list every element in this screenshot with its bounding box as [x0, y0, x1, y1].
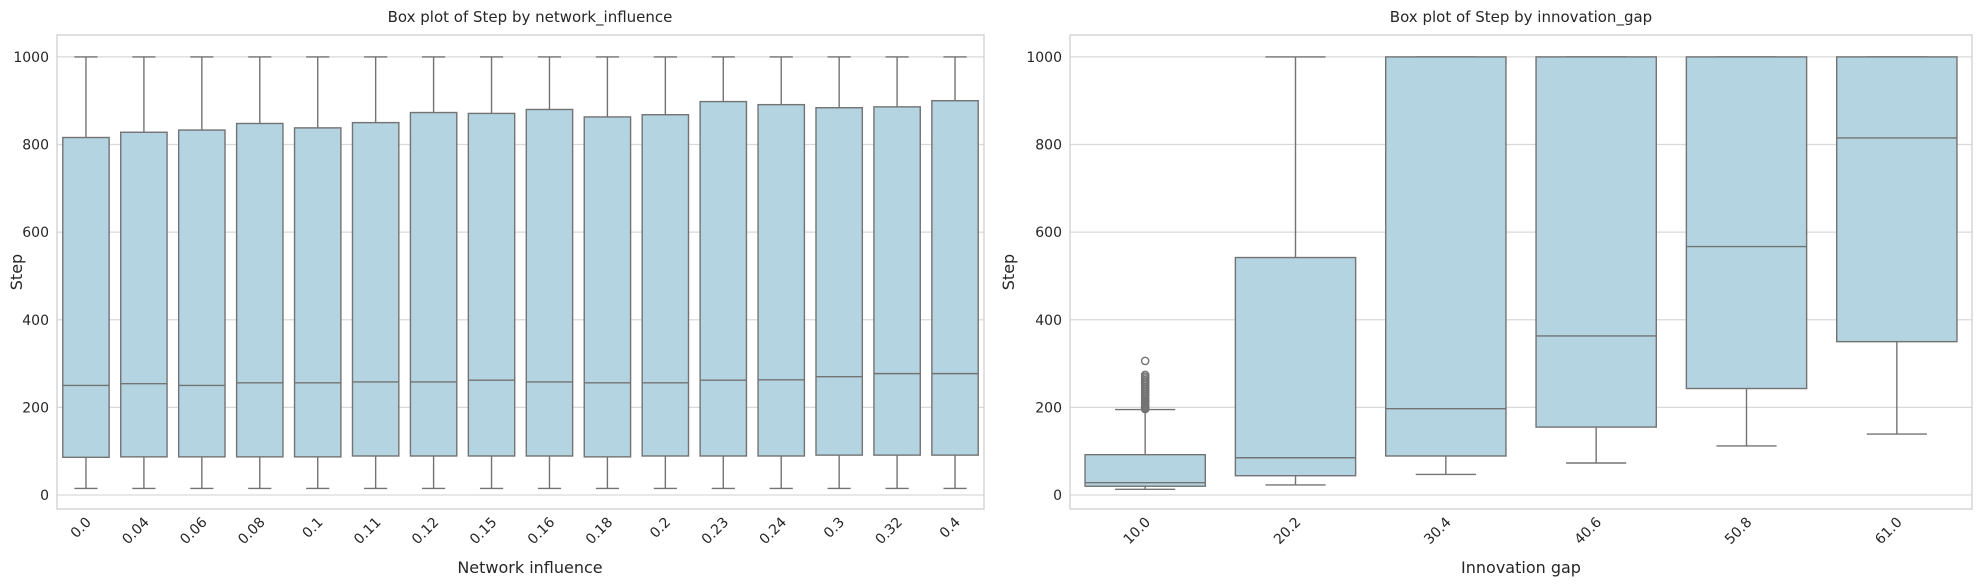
x-tick-label: 50.8: [1722, 515, 1755, 548]
x-tick-label: 0.1: [299, 515, 326, 542]
y-tick-label: 400: [22, 313, 49, 329]
boxes: [1084, 56, 1958, 490]
box-50.8: [1685, 56, 1808, 447]
box-iqr: [293, 127, 342, 458]
box-iqr: [525, 108, 574, 457]
x-tick-label: 0.15: [467, 515, 500, 548]
box-iqr: [1234, 256, 1357, 477]
box-iqr: [873, 106, 921, 456]
y-axis-label: Step: [7, 254, 26, 290]
box-iqr: [583, 116, 632, 458]
subplot-network-influence: Box plot of Step by network_influence 0 2…: [7, 8, 985, 577]
x-tick-label: 0.18: [583, 515, 616, 548]
x-tick-label: 0.3: [821, 515, 848, 542]
x-tick-label: 20.2: [1271, 515, 1304, 548]
box-30.4: [1384, 56, 1507, 476]
y-tick-label: 400: [1035, 313, 1062, 329]
x-tick-label: 0.16: [525, 514, 558, 547]
x-tick-label: 0.12: [409, 515, 442, 548]
y-tick-labels: 0 200 400 600 800 1000: [13, 50, 49, 504]
box-iqr: [1535, 56, 1657, 428]
y-tick-label: 800: [22, 138, 49, 154]
axes-frame: [1069, 34, 1973, 510]
gridlines: [1070, 56, 1972, 496]
box-iqr: [757, 103, 806, 457]
box-iqr: [409, 111, 458, 457]
y-tick-label: 600: [1035, 225, 1062, 241]
x-tick-label: 0.32: [873, 515, 906, 548]
y-tick-label: 200: [1035, 400, 1062, 416]
box-0.2: [641, 56, 690, 490]
box-iqr: [931, 100, 979, 456]
y-tick-label: 200: [22, 400, 49, 416]
box-0.15: [467, 56, 516, 490]
x-axis-label: Innovation gap: [1461, 558, 1581, 577]
box-iqr: [1084, 453, 1206, 487]
box-iqr: [1384, 56, 1507, 457]
subplot-innovation-gap: Box plot of Step by innovation_gap 0 200 4…: [999, 8, 1973, 577]
box-iqr: [120, 131, 168, 458]
x-tick-label: 61.0: [1872, 515, 1905, 548]
box-0.12: [409, 56, 458, 490]
box-0.16: [525, 56, 574, 490]
box-iqr: [641, 114, 690, 457]
box-iqr: [235, 122, 284, 458]
chart-title: Box plot of Step by network_influence: [388, 8, 673, 27]
box-0.3: [815, 56, 864, 490]
x-tick-label: 40.6: [1572, 514, 1605, 547]
y-tick-label: 0: [40, 488, 49, 504]
box-0.06: [177, 56, 226, 490]
x-tick-label: 0.2: [647, 515, 674, 542]
box-40.6: [1535, 56, 1657, 464]
x-axis-label: Network influence: [457, 558, 602, 577]
outlier-point: [1140, 356, 1150, 366]
x-tick-labels: 0.0 0.04 0.06 0.08 0.1 0.11 0.12 0.15 0.16 0.18 0.…: [68, 514, 964, 547]
x-tick-label: 0.4: [937, 514, 964, 541]
box-iqr: [62, 136, 110, 459]
box-0.4: [931, 56, 979, 490]
box-iqr: [699, 100, 748, 457]
box-iqr: [177, 129, 226, 458]
x-tick-label: 0.08: [235, 515, 268, 548]
box-20.2: [1234, 56, 1357, 486]
y-tick-label: 800: [1035, 138, 1062, 154]
box-61.0: [1835, 56, 1958, 435]
x-tick-label: 0.04: [119, 514, 152, 547]
x-tick-label: 0.23: [699, 515, 732, 548]
box-0.23: [699, 56, 748, 490]
box-10.0: [1084, 356, 1206, 490]
box-0.04: [120, 56, 168, 490]
y-axis-label: Step: [999, 254, 1018, 290]
x-tick-label: 0.0: [68, 515, 95, 542]
x-tick-label: 0.06: [177, 514, 210, 547]
chart-title: Box plot of Step by innovation_gap: [1390, 8, 1652, 27]
x-tick-label: 30.4: [1421, 514, 1454, 547]
box-iqr: [815, 107, 864, 456]
y-tick-label: 1000: [1026, 50, 1062, 66]
x-tick-label: 0.24: [757, 514, 790, 547]
box-0.11: [351, 56, 400, 490]
y-tick-labels: 0 200 400 600 800 1000: [1026, 50, 1062, 504]
box-iqr: [1835, 56, 1958, 343]
y-tick-label: 600: [22, 225, 49, 241]
box-iqr: [1685, 56, 1808, 390]
x-tick-label: 0.11: [351, 515, 384, 548]
x-tick-label: 10.0: [1121, 515, 1154, 548]
box-iqr: [467, 112, 516, 457]
box-0.24: [757, 56, 806, 490]
outlier-point: [1140, 370, 1150, 380]
axes-frame: [56, 34, 985, 510]
y-tick-label: 1000: [13, 50, 49, 66]
boxes: [62, 56, 979, 490]
y-tick-label: 0: [1053, 488, 1062, 504]
box-0.0: [62, 56, 110, 490]
x-tick-labels: 10.0 20.2 30.4 40.6 50.8 61.0: [1121, 514, 1906, 547]
box-0.18: [583, 56, 632, 490]
box-iqr: [351, 121, 400, 457]
box-0.08: [235, 56, 284, 490]
box-0.32: [873, 56, 921, 490]
box-0.1: [293, 56, 342, 490]
